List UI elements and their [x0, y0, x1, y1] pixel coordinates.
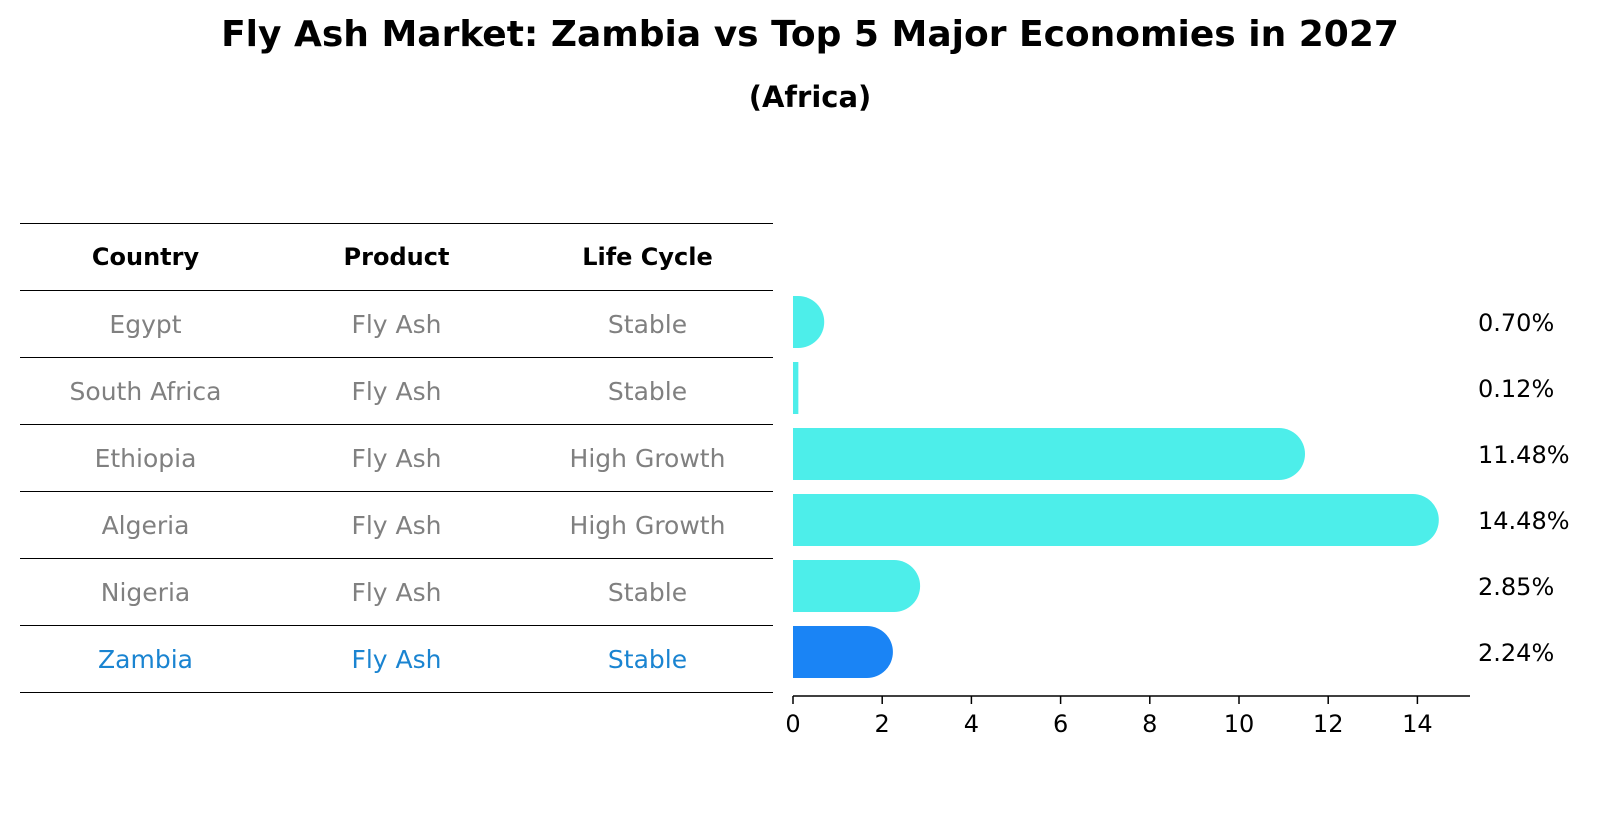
table-row-highlight: Zambia Fly Ash Stable	[20, 626, 773, 693]
product-cell: Fly Ash	[351, 443, 442, 473]
life-cycle-cell: High Growth	[569, 443, 726, 473]
country-cell: Zambia	[98, 644, 193, 674]
bar	[793, 362, 799, 414]
bar-value-label: 2.24%	[1478, 639, 1554, 667]
life-cycle-cell: Stable	[607, 309, 688, 339]
x-tick-label: 4	[964, 710, 979, 738]
bar	[793, 626, 893, 678]
product-cell: Fly Ash	[351, 577, 442, 607]
product-cell: Fly Ash	[351, 510, 442, 540]
bar-value-label: 11.48%	[1478, 441, 1570, 469]
bar	[793, 560, 921, 612]
table-row: Algeria Fly Ash High Growth	[20, 492, 773, 559]
x-tick-label: 10	[1224, 710, 1255, 738]
table-row: South Africa Fly Ash Stable	[20, 358, 773, 425]
table-row: Ethiopia Fly Ash High Growth	[20, 425, 773, 492]
bar	[793, 428, 1306, 480]
life-cycle-cell: High Growth	[569, 510, 726, 540]
country-cell: South Africa	[69, 376, 222, 406]
country-cell: Algeria	[101, 510, 190, 540]
header-life-cycle: Life Cycle	[582, 243, 713, 271]
bar-value-label: 0.12%	[1478, 375, 1554, 403]
x-tick-label: 6	[1053, 710, 1068, 738]
country-cell: Egypt	[109, 309, 182, 339]
x-tick-label: 8	[1142, 710, 1157, 738]
table-row: Nigeria Fly Ash Stable	[20, 559, 773, 626]
life-cycle-cell: Stable	[607, 376, 688, 406]
bar-value-label: 14.48%	[1478, 507, 1570, 535]
bar	[793, 296, 825, 348]
market-table: Country Product Life Cycle Egypt Fly Ash…	[20, 223, 773, 693]
life-cycle-cell: Stable	[607, 644, 688, 674]
product-cell: Fly Ash	[351, 644, 442, 674]
product-cell: Fly Ash	[351, 309, 442, 339]
header-product: Product	[343, 243, 450, 271]
x-tick-label: 0	[785, 710, 800, 738]
x-tick-label: 2	[875, 710, 890, 738]
country-cell: Nigeria	[100, 577, 191, 607]
table-header-row: Country Product Life Cycle	[20, 223, 773, 291]
header-country: Country	[91, 243, 200, 271]
bar-value-label: 2.85%	[1478, 573, 1554, 601]
chart-title: Fly Ash Market: Zambia vs Top 5 Major Ec…	[221, 14, 1399, 55]
table-row: Egypt Fly Ash Stable	[20, 291, 773, 358]
bar-value-label: 0.70%	[1478, 309, 1554, 337]
x-tick-label: 14	[1402, 710, 1433, 738]
country-cell: Ethiopia	[94, 443, 197, 473]
chart-subtitle: (Africa)	[748, 80, 872, 114]
product-cell: Fly Ash	[351, 376, 442, 406]
bar	[793, 494, 1439, 546]
life-cycle-cell: Stable	[607, 577, 688, 607]
x-tick-label: 12	[1313, 710, 1344, 738]
